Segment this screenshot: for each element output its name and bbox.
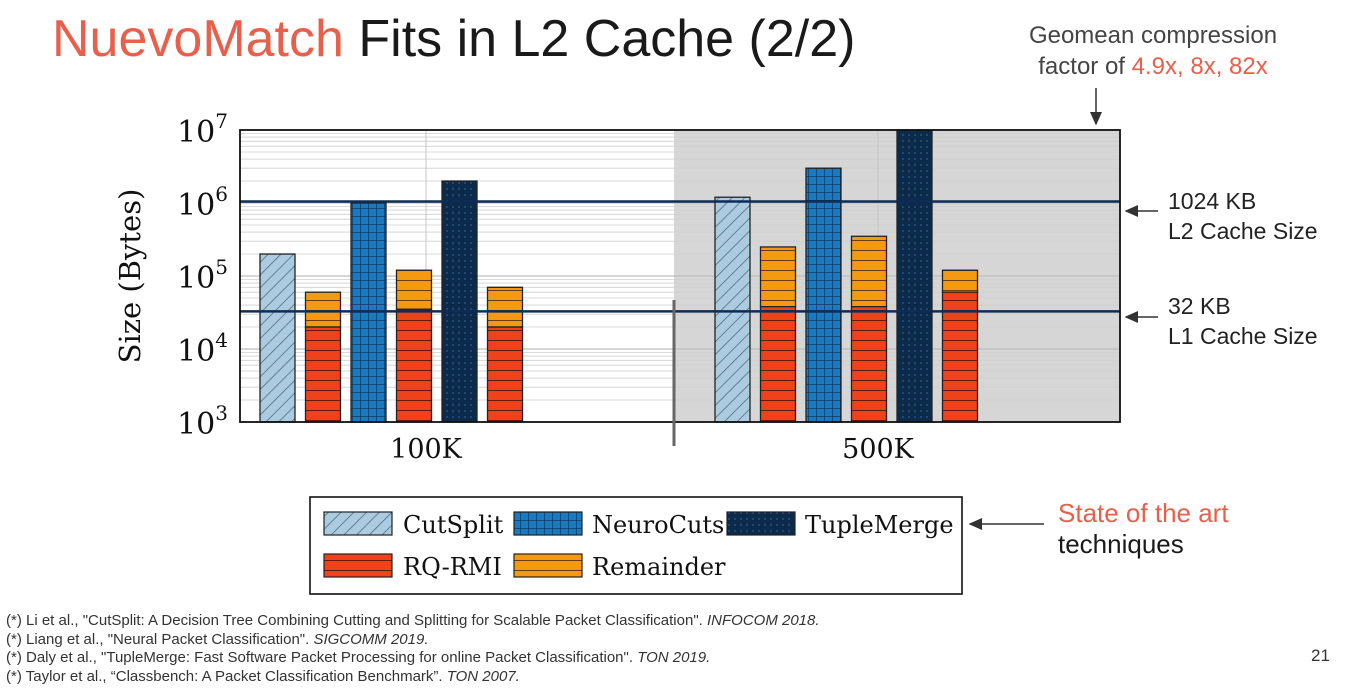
compression-note: Geomean compression factor of 4.9x, 8x, … <box>990 20 1316 82</box>
bar-rq-rmi-500k <box>850 306 888 423</box>
footnotes: (*) Li et al., "CutSplit: A Decision Tre… <box>6 612 820 686</box>
compression-note-line1: Geomean compression <box>1028 22 1278 49</box>
title-rest: Fits in L2 Cache (2/2) <box>358 10 856 68</box>
y-tick-label: 105 <box>177 255 228 296</box>
bar-remainder-500k <box>759 246 797 308</box>
y-tick-exponent: 3 <box>215 401 228 425</box>
legend-swatch-neurocuts <box>513 511 583 536</box>
footnote-venue: SIGCOMM 2019. <box>313 630 429 648</box>
x-category-label: 100K <box>390 434 463 465</box>
bar-rq-rmi-500k <box>941 291 979 423</box>
footnote-mark: (*) <box>6 667 22 685</box>
y-tick-base: 10 <box>177 334 215 369</box>
footnote-venue: TON 2007. <box>446 667 520 685</box>
bar-cutsplit-100k <box>259 253 296 423</box>
legend-swatch-remainder <box>513 553 583 578</box>
bar-remainder-500k <box>850 235 888 308</box>
y-tick-exponent: 5 <box>215 255 228 279</box>
bar-rq-rmi-500k <box>759 306 797 423</box>
footnote-1: (*) Li et al., "CutSplit: A Decision Tre… <box>6 612 820 631</box>
y-tick-exponent: 4 <box>215 328 228 352</box>
legend-label-neurocuts: NeuroCuts <box>592 511 724 539</box>
plot-frame <box>239 129 1121 423</box>
legend-box <box>309 496 963 595</box>
y-axis-label: Size (Bytes) <box>113 189 147 364</box>
legend-label-tuplemerge: TupleMerge <box>805 511 954 539</box>
footnote-venue: INFOCOM 2018. <box>707 612 820 629</box>
footnote-text: Taylor et al., “Classbench: A Packet Cla… <box>21 667 447 685</box>
legend-label-remainder: Remainder <box>592 553 726 581</box>
compression-note-line2: factor of 4.9x, 8x, 82x <box>990 51 1316 82</box>
y-tick-label: 106 <box>177 182 228 223</box>
bar-tuplemerge-100k <box>441 180 478 423</box>
legend-swatch-tuplemerge <box>726 511 796 536</box>
footnote-2: (*) Liang et al., "Neural Packet Classif… <box>6 631 820 650</box>
footnote-3: (*) Daly et al., "TupleMerge: Fast Softw… <box>6 649 820 668</box>
y-tick-label: 107 <box>177 109 228 150</box>
state-of-art-note: State of the art techniques <box>1058 498 1229 560</box>
bar-rq-rmi-100k <box>395 308 433 423</box>
l2-annotation: 1024 KB L2 Cache Size <box>1168 186 1318 246</box>
footnote-mark: (*) <box>6 612 22 629</box>
l1-label: L1 Cache Size <box>1168 323 1318 349</box>
y-tick-base: 10 <box>177 188 215 223</box>
l2-size: 1024 KB <box>1168 188 1257 214</box>
title-accent: NuevoMatch <box>52 10 344 68</box>
y-tick-exponent: 6 <box>215 182 228 206</box>
state-of-art-rest: techniques <box>1058 529 1184 559</box>
legend-label-rq-rmi: RQ-RMI <box>403 553 502 581</box>
y-tick-exponent: 7 <box>215 109 228 133</box>
l1-annotation: 32 KB L1 Cache Size <box>1168 291 1318 351</box>
footnote-mark: (*) <box>6 630 22 648</box>
compression-values: 4.9x, 8x, 82x <box>1131 53 1268 80</box>
legend-swatch-rq-rmi <box>323 553 393 578</box>
slide-title: NuevoMatch Fits in L2 Cache (2/2) <box>52 6 855 72</box>
bar-neurocuts-500k <box>805 167 842 423</box>
y-tick-label: 103 <box>177 401 228 442</box>
legend-label-cutsplit: CutSplit <box>403 511 504 539</box>
bar-remainder-100k <box>304 291 342 328</box>
footnote-4: (*) Taylor et al., “Classbench: A Packet… <box>6 668 820 687</box>
y-tick-base: 10 <box>177 115 215 150</box>
footnote-venue: TON 2019. <box>637 649 711 666</box>
bar-rq-rmi-100k <box>304 326 342 423</box>
compression-note-prefix: factor of <box>1038 53 1132 80</box>
y-tick-label: 104 <box>177 328 228 369</box>
legend-swatch-cutsplit <box>323 511 393 536</box>
footnote-text: Daly et al., "TupleMerge: Fast Software … <box>21 649 638 666</box>
l1-size: 32 KB <box>1168 293 1231 319</box>
y-tick-base: 10 <box>177 407 215 442</box>
bar-tuplemerge-500k <box>896 129 933 423</box>
bar-remainder-500k <box>941 269 979 293</box>
bar-remainder-100k <box>486 286 524 328</box>
footnote-text: Liang et al., "Neural Packet Classificat… <box>21 630 314 648</box>
y-tick-base: 10 <box>177 261 215 296</box>
x-category-label: 500K <box>842 434 915 465</box>
page-number: 21 <box>1311 646 1330 665</box>
bar-remainder-100k <box>395 269 433 310</box>
l2-label: L2 Cache Size <box>1168 218 1318 244</box>
bar-cutsplit-500k <box>714 196 751 423</box>
state-of-art-accent: State of the art <box>1058 498 1229 528</box>
bar-rq-rmi-100k <box>486 326 524 423</box>
footnote-text: Li et al., "CutSplit: A Decision Tree Co… <box>21 612 707 629</box>
footnote-mark: (*) <box>6 649 22 666</box>
